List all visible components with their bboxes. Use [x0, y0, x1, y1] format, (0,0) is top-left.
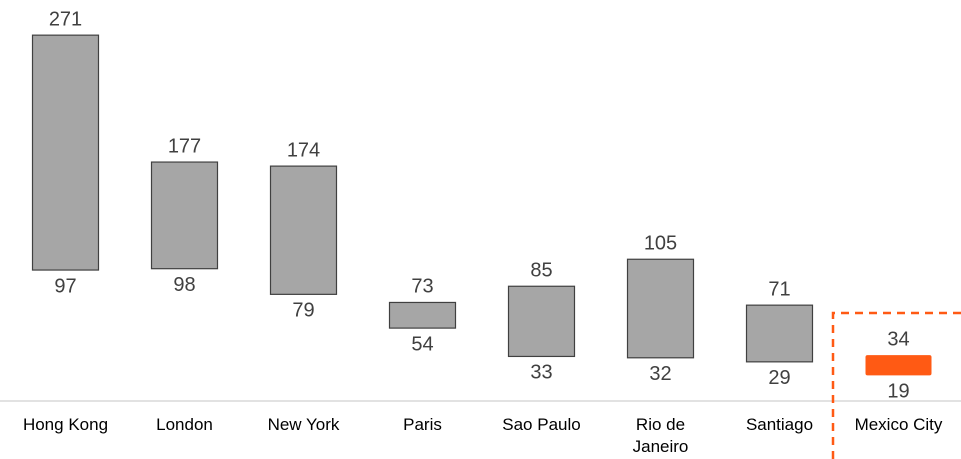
x-tick-label: Mexico City [854, 415, 943, 434]
value-label: 32 [649, 363, 671, 385]
bar [269, 165, 338, 295]
bar [865, 355, 932, 376]
bar [507, 285, 576, 358]
x-tick-label: Rio de Janeiro [632, 415, 689, 456]
value-label: 73 [411, 276, 433, 298]
x-tick-label: New York [267, 415, 340, 434]
value-label: 19 [887, 381, 909, 403]
bar [626, 258, 695, 359]
value-label: 79 [292, 300, 314, 322]
value-label: 98 [173, 274, 195, 296]
value-label: 71 [768, 278, 790, 300]
bar [31, 34, 100, 271]
value-label: 33 [530, 362, 552, 384]
x-tick-label: Hong Kong [22, 415, 109, 434]
bar [745, 304, 814, 363]
value-label: 34 [887, 328, 909, 350]
value-label: 97 [54, 275, 76, 297]
highlight-box [831, 311, 961, 459]
value-label: 85 [530, 260, 552, 282]
value-label: 271 [49, 8, 82, 30]
x-tick-label: Paris [403, 415, 442, 434]
value-label: 54 [411, 333, 433, 355]
x-tick-label: Santiago [745, 415, 814, 434]
value-label: 29 [768, 367, 790, 389]
x-tick-label: Sao Paulo [502, 415, 581, 434]
x-tick-label: London [156, 415, 213, 434]
value-label: 174 [287, 139, 320, 161]
value-label: 177 [168, 135, 201, 157]
value-label: 105 [644, 233, 677, 255]
bar [388, 301, 457, 329]
bar [150, 161, 219, 270]
